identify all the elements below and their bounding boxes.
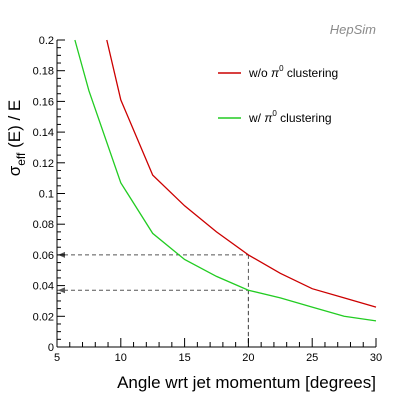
x-tick-label-5: 30	[370, 352, 382, 364]
y-tick-label-4: 0.08	[33, 219, 54, 231]
legend-label-0: w/o π0 clustering	[248, 64, 338, 80]
y-tick-label-1: 0.02	[33, 311, 54, 323]
ref-arrow-head-1	[58, 287, 65, 294]
x-tick-label-4: 25	[306, 352, 318, 364]
y-axis-label: σeff (E) / E	[5, 100, 28, 177]
y-axis-label-sigma: σ	[5, 165, 24, 176]
y-tick-label-9: 0.18	[33, 66, 54, 78]
y-tick-label-5: 0.1	[39, 189, 54, 201]
y-tick-label-6: 0.12	[33, 158, 54, 170]
legend: w/o π0 clustering w/ π0 clustering	[218, 64, 338, 125]
x-tick-label-0: 5	[54, 352, 60, 364]
axes-layer: 0 0.02 0.04 0.06 0.08 0.1 0.12 0.14 0.16 0.18 0.2 5…	[33, 35, 383, 364]
y-tick-label-10: 0.2	[39, 35, 54, 47]
y-tick-label-2: 0.04	[33, 281, 54, 293]
watermark-label: HepSim	[330, 22, 376, 37]
x-tick-label-1: 10	[115, 352, 127, 364]
series-layer	[74, 39, 377, 322]
x-tick-label-2: 15	[178, 352, 190, 364]
y-tick-label-8: 0.16	[33, 96, 54, 108]
y-tick-label-3: 0.06	[33, 250, 54, 262]
y-tick-label-7: 0.14	[33, 127, 54, 139]
legend-label-1: w/ π0 clustering	[248, 109, 332, 125]
series-line-1	[74, 39, 377, 322]
y-tick-label-0: 0	[48, 342, 54, 354]
series-line-0	[106, 39, 377, 308]
x-tick-label-3: 20	[242, 352, 254, 364]
y-axis-label-subscript: eff	[14, 152, 28, 166]
y-axis-label-rest: (E) / E	[5, 100, 24, 153]
x-axis-label: Angle wrt jet momentum [degrees]	[117, 373, 376, 392]
